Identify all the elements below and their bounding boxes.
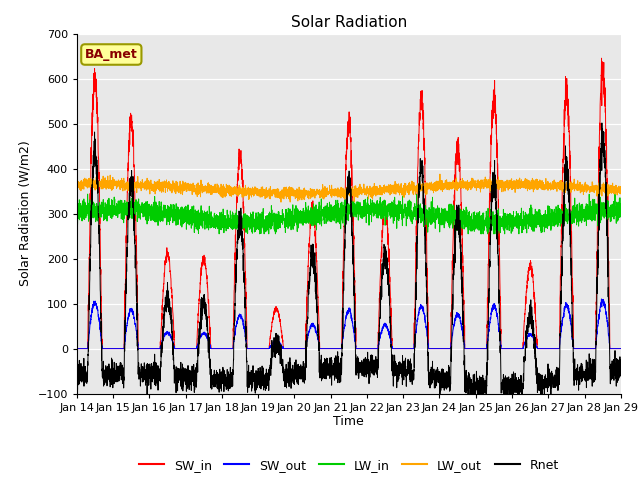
SW_in	[73, 346, 81, 351]
Legend: SW_in, SW_out, LW_in, LW_out, Rnet: SW_in, SW_out, LW_in, LW_out, Rnet	[134, 454, 564, 477]
LW_out	[73, 179, 81, 185]
LW_in	[441, 213, 449, 219]
SW_in	[328, 346, 336, 351]
SW_out	[617, 346, 625, 351]
Rnet	[440, 385, 448, 391]
LW_out	[441, 184, 449, 190]
Rnet	[171, 362, 179, 368]
LW_out	[436, 171, 444, 177]
LW_out	[329, 186, 337, 192]
SW_out	[616, 346, 624, 351]
SW_in	[471, 346, 479, 351]
Title: Solar Radiation: Solar Radiation	[291, 15, 407, 30]
Line: LW_in: LW_in	[77, 194, 621, 234]
SW_in	[617, 346, 625, 351]
Rnet	[471, 371, 479, 377]
LW_in	[502, 211, 509, 216]
SW_in	[440, 346, 448, 351]
SW_in	[616, 346, 624, 351]
LW_in	[611, 191, 619, 197]
Y-axis label: Solar Radiation (W/m2): Solar Radiation (W/m2)	[19, 141, 32, 287]
SW_out	[471, 346, 479, 351]
Rnet	[73, 368, 81, 373]
LW_in	[329, 205, 337, 211]
Rnet	[328, 368, 336, 373]
SW_out	[598, 296, 605, 302]
LW_out	[616, 190, 624, 195]
LW_in	[617, 213, 625, 219]
Rnet	[616, 368, 624, 374]
Line: Rnet: Rnet	[77, 123, 621, 403]
Rnet	[617, 371, 625, 376]
LW_out	[471, 179, 479, 185]
SW_in	[171, 342, 179, 348]
X-axis label: Time: Time	[333, 415, 364, 429]
LW_out	[617, 188, 625, 194]
LW_in	[471, 227, 479, 232]
SW_out	[440, 346, 448, 351]
LW_in	[215, 231, 223, 237]
SW_out	[171, 345, 179, 351]
SW_out	[73, 346, 81, 351]
LW_out	[277, 199, 285, 205]
Line: SW_in: SW_in	[77, 58, 621, 348]
SW_out	[502, 346, 509, 351]
Text: BA_met: BA_met	[85, 48, 138, 61]
SW_in	[502, 346, 509, 351]
Rnet	[598, 120, 605, 126]
LW_in	[73, 201, 81, 207]
Rnet	[515, 400, 523, 406]
Line: SW_out: SW_out	[77, 299, 621, 348]
SW_in	[598, 55, 605, 61]
LW_in	[616, 212, 624, 217]
LW_out	[502, 179, 509, 185]
SW_out	[328, 346, 336, 351]
Line: LW_out: LW_out	[77, 174, 621, 202]
LW_in	[171, 202, 179, 208]
Rnet	[502, 373, 509, 379]
LW_out	[171, 182, 179, 188]
